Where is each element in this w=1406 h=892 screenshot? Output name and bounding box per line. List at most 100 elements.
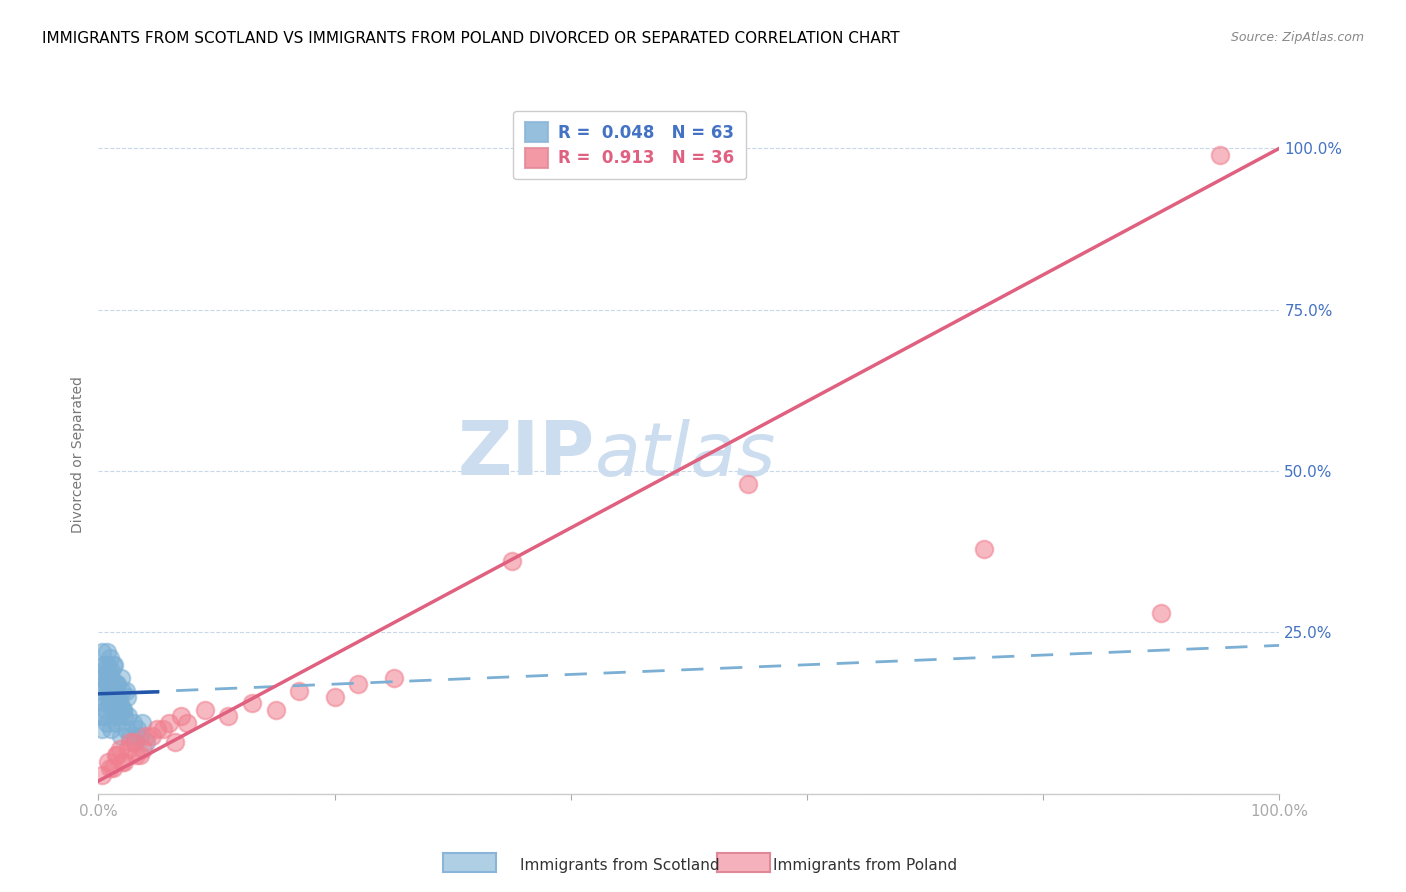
Point xyxy=(176,715,198,730)
Legend: R =  0.048   N = 63, R =  0.913   N = 36: R = 0.048 N = 63, R = 0.913 N = 36 xyxy=(513,111,747,179)
Point xyxy=(108,697,131,711)
Point xyxy=(382,671,405,685)
Point xyxy=(105,690,128,704)
Point xyxy=(105,677,128,691)
Point xyxy=(347,677,370,691)
Point xyxy=(93,671,115,685)
Text: Immigrants from Poland: Immigrants from Poland xyxy=(773,858,957,872)
Point xyxy=(112,755,135,769)
Point xyxy=(217,709,239,723)
Point xyxy=(1209,147,1232,161)
Point xyxy=(98,683,121,698)
Point xyxy=(120,735,142,749)
Point xyxy=(125,748,148,763)
Point xyxy=(93,657,115,672)
Point xyxy=(94,677,117,691)
Point xyxy=(124,735,146,749)
Point xyxy=(103,657,125,672)
Point xyxy=(112,703,135,717)
Point xyxy=(101,761,124,775)
Point xyxy=(98,697,121,711)
Point xyxy=(100,723,122,737)
Point xyxy=(90,683,112,698)
Point xyxy=(973,541,995,556)
Point xyxy=(117,741,139,756)
Point xyxy=(111,755,134,769)
Point xyxy=(105,715,128,730)
Point xyxy=(91,690,114,704)
Text: atlas: atlas xyxy=(595,419,776,491)
Point xyxy=(165,735,187,749)
Point xyxy=(107,709,129,723)
Point xyxy=(96,645,118,659)
Point xyxy=(128,729,150,743)
Point xyxy=(146,723,169,737)
Point xyxy=(103,703,125,717)
Point xyxy=(105,748,128,763)
Point xyxy=(107,697,129,711)
Point xyxy=(170,709,193,723)
Point xyxy=(141,729,163,743)
Point xyxy=(157,715,180,730)
Point xyxy=(114,683,136,698)
Point xyxy=(135,735,157,749)
Point xyxy=(97,755,120,769)
Point xyxy=(132,741,155,756)
Point xyxy=(98,697,121,711)
Point xyxy=(135,729,157,743)
Point xyxy=(97,664,120,678)
Point xyxy=(96,657,118,672)
Point xyxy=(91,664,114,678)
Point xyxy=(114,723,136,737)
Point xyxy=(97,677,120,691)
Point xyxy=(127,723,149,737)
Point xyxy=(105,697,128,711)
Point xyxy=(101,690,124,704)
Point xyxy=(112,709,135,723)
Point xyxy=(111,683,134,698)
Point xyxy=(104,709,127,723)
Point xyxy=(128,748,150,763)
Point xyxy=(101,657,124,672)
Point xyxy=(93,709,115,723)
Point xyxy=(152,723,174,737)
Point xyxy=(94,697,117,711)
Point xyxy=(100,664,122,678)
Point xyxy=(98,651,121,665)
Point xyxy=(104,703,127,717)
Point xyxy=(98,690,121,704)
Point xyxy=(737,477,759,491)
Point xyxy=(112,703,135,717)
Point xyxy=(110,729,132,743)
Point xyxy=(131,715,153,730)
Point xyxy=(104,677,127,691)
Point xyxy=(96,715,118,730)
Point xyxy=(105,748,128,763)
Point xyxy=(501,554,523,568)
Point xyxy=(97,671,120,685)
Point xyxy=(194,703,217,717)
Point xyxy=(108,703,131,717)
Point xyxy=(1150,606,1173,620)
Text: ZIP: ZIP xyxy=(457,418,595,491)
Point xyxy=(121,715,143,730)
Text: Source: ZipAtlas.com: Source: ZipAtlas.com xyxy=(1230,31,1364,45)
Point xyxy=(122,735,145,749)
Point xyxy=(120,729,142,743)
Point xyxy=(108,741,131,756)
Point xyxy=(98,683,121,698)
Point xyxy=(264,703,287,717)
Text: IMMIGRANTS FROM SCOTLAND VS IMMIGRANTS FROM POLAND DIVORCED OR SEPARATED CORRELA: IMMIGRANTS FROM SCOTLAND VS IMMIGRANTS F… xyxy=(42,31,900,46)
Point xyxy=(91,723,114,737)
Text: Immigrants from Scotland: Immigrants from Scotland xyxy=(520,858,720,872)
Point xyxy=(100,671,122,685)
Point xyxy=(110,671,132,685)
Point xyxy=(323,690,346,704)
Point xyxy=(117,709,139,723)
Point xyxy=(90,709,112,723)
Point xyxy=(101,683,124,698)
Point xyxy=(91,767,114,781)
Point xyxy=(91,645,114,659)
Point xyxy=(115,690,138,704)
Point xyxy=(94,703,117,717)
